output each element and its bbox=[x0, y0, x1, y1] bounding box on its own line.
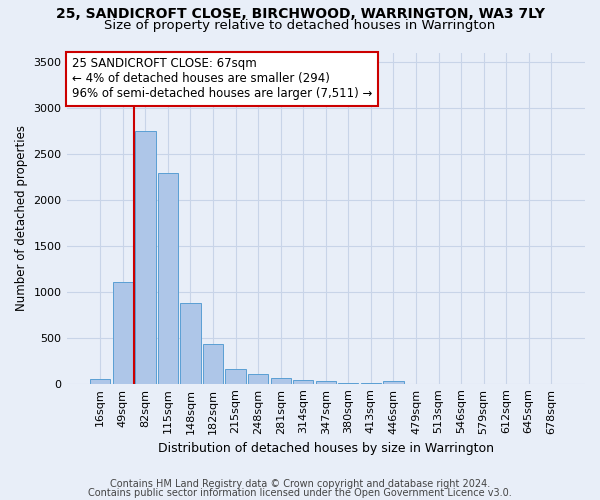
Bar bbox=[158, 173, 178, 384]
Bar bbox=[203, 344, 223, 384]
Bar bbox=[90, 379, 110, 384]
Bar bbox=[135, 130, 155, 384]
Bar bbox=[181, 302, 200, 384]
Text: Contains public sector information licensed under the Open Government Licence v3: Contains public sector information licen… bbox=[88, 488, 512, 498]
Text: 25 SANDICROFT CLOSE: 67sqm
← 4% of detached houses are smaller (294)
96% of semi: 25 SANDICROFT CLOSE: 67sqm ← 4% of detac… bbox=[72, 58, 372, 100]
X-axis label: Distribution of detached houses by size in Warrington: Distribution of detached houses by size … bbox=[158, 442, 494, 455]
Text: Contains HM Land Registry data © Crown copyright and database right 2024.: Contains HM Land Registry data © Crown c… bbox=[110, 479, 490, 489]
Bar bbox=[226, 368, 246, 384]
Bar bbox=[248, 374, 268, 384]
Text: Size of property relative to detached houses in Warrington: Size of property relative to detached ho… bbox=[104, 19, 496, 32]
Bar bbox=[338, 383, 358, 384]
Bar bbox=[113, 282, 133, 384]
Bar bbox=[293, 380, 313, 384]
Bar bbox=[383, 382, 404, 384]
Bar bbox=[271, 378, 291, 384]
Bar bbox=[316, 381, 336, 384]
Bar bbox=[361, 383, 381, 384]
Text: 25, SANDICROFT CLOSE, BIRCHWOOD, WARRINGTON, WA3 7LY: 25, SANDICROFT CLOSE, BIRCHWOOD, WARRING… bbox=[56, 8, 545, 22]
Y-axis label: Number of detached properties: Number of detached properties bbox=[15, 125, 28, 311]
